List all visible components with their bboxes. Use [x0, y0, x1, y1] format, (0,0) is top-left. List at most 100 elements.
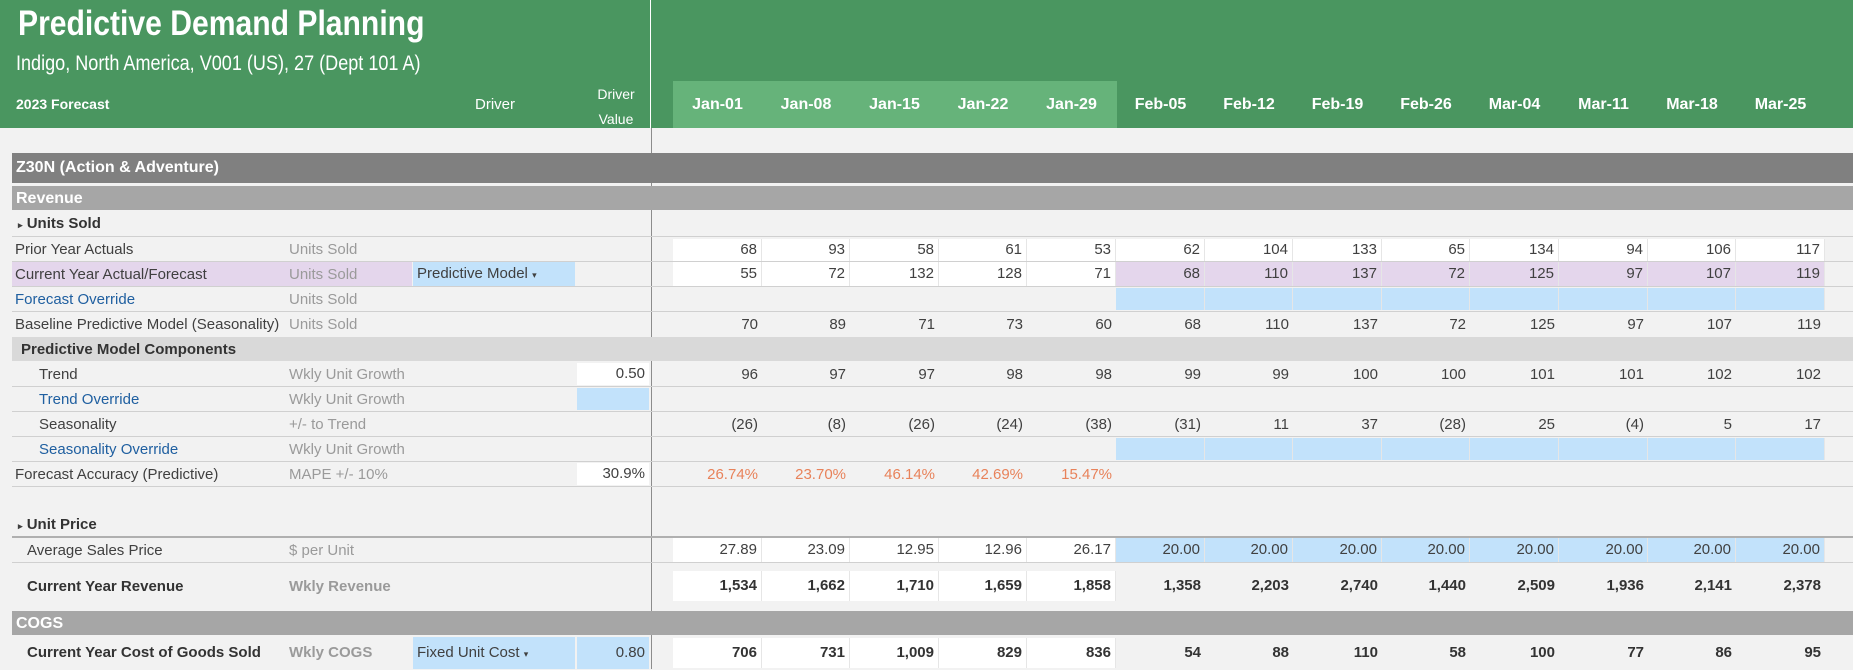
- row-divider: [12, 411, 1853, 412]
- frozen-pane-divider: [651, 128, 652, 669]
- override-input-cell[interactable]: [1293, 288, 1382, 310]
- cogs-driver-dropdown[interactable]: Fixed Unit Cost ▾: [413, 637, 575, 669]
- forecast-method-dropdown[interactable]: Predictive Model ▾: [413, 262, 575, 286]
- value-cell: 97: [829, 366, 846, 383]
- value-cell: 5: [1723, 416, 1732, 433]
- value-cell: [1648, 464, 1736, 486]
- price-input-cell[interactable]: 20.00: [1205, 538, 1293, 562]
- units-sold-label: Units Sold: [26, 215, 101, 232]
- date-header-feb-19: Feb-19: [1311, 96, 1364, 113]
- value-cell: [1116, 464, 1205, 486]
- override-input-cell[interactable]: [1470, 438, 1559, 460]
- override-input-cell[interactable]: [1736, 438, 1825, 460]
- value-cell: [1470, 464, 1559, 486]
- value-cell: 100: [1529, 644, 1555, 661]
- value-cell: 70: [741, 316, 758, 333]
- override-input-cell[interactable]: [1293, 438, 1382, 460]
- value-cell: 106: [1648, 239, 1736, 261]
- override-input-cell[interactable]: [1382, 438, 1470, 460]
- value-cell: 94: [1559, 239, 1648, 261]
- override-input-cell[interactable]: [1648, 288, 1736, 310]
- unit-price-group[interactable]: ▸ Unit Price: [18, 516, 97, 533]
- value-cell: 27.89: [673, 538, 762, 562]
- override-input-cell[interactable]: [1470, 288, 1559, 310]
- value-cell: 119: [1797, 316, 1821, 333]
- price-input-cell[interactable]: 20.00: [1736, 538, 1825, 562]
- value-cell: 99: [1184, 366, 1201, 383]
- value-cell: 11: [1273, 416, 1289, 433]
- price-input-cell[interactable]: 20.00: [1470, 538, 1559, 562]
- value-cell: 73: [1006, 316, 1023, 333]
- value-cell: 102: [1795, 366, 1821, 383]
- value-cell: 1,440: [1428, 577, 1466, 594]
- price-input-cell[interactable]: 20.00: [1382, 538, 1470, 562]
- value-cell: (26): [731, 416, 758, 433]
- value-cell: 132: [850, 262, 939, 286]
- price-input-cell[interactable]: 20.00: [1559, 538, 1648, 562]
- override-input-cell[interactable]: [1205, 438, 1293, 460]
- value-cell: 2,378: [1783, 577, 1821, 594]
- date-header-jan-29: Jan-29: [1046, 96, 1097, 113]
- value-cell: 128: [939, 262, 1027, 286]
- trend-override-input[interactable]: [577, 388, 649, 410]
- value-cell: 42.69%: [972, 466, 1023, 483]
- override-input-cell[interactable]: [1648, 438, 1736, 460]
- value-cell: 102: [1706, 366, 1732, 383]
- value-cell: 107: [1648, 262, 1736, 286]
- value-cell: (24): [996, 416, 1023, 433]
- actuals-period-highlight: [673, 81, 1117, 128]
- row-divider: [12, 386, 1853, 387]
- value-cell: 98: [1006, 366, 1023, 383]
- cogs-section-band: COGS: [12, 611, 1853, 635]
- date-header-mar-25: Mar-25: [1754, 96, 1807, 113]
- value-cell: 71: [1027, 262, 1116, 286]
- prior-year-unit: Units Sold: [289, 241, 358, 258]
- value-cell: 125: [1470, 262, 1559, 286]
- current-year-label-bg: [12, 262, 412, 286]
- cogs-driver-value-input[interactable]: 0.80: [577, 637, 649, 669]
- value-cell: 1,858: [1027, 571, 1116, 601]
- price-input-cell[interactable]: 20.00: [1293, 538, 1382, 562]
- collapse-triangle-icon[interactable]: ▸: [18, 521, 23, 531]
- value-cell: 117: [1736, 239, 1825, 261]
- trend-unit: Wkly Unit Growth: [289, 366, 405, 383]
- override-input-cell[interactable]: [1736, 288, 1825, 310]
- value-cell: 46.14%: [884, 466, 935, 483]
- trend-driver-value-input[interactable]: 0.50: [577, 363, 649, 385]
- forecast-override-label: Forecast Override: [15, 291, 136, 308]
- value-cell: 137: [1293, 262, 1382, 286]
- dropdown-arrow-icon[interactable]: ▾: [523, 649, 529, 659]
- value-cell: 2,740: [1340, 577, 1378, 594]
- collapse-triangle-icon[interactable]: ▸: [18, 220, 23, 230]
- current-year-revenue-unit: Wkly Revenue: [289, 578, 391, 595]
- cogs-unit: Wkly COGS: [289, 644, 373, 661]
- value-cell: (4): [1625, 416, 1644, 433]
- value-cell: 731: [762, 638, 850, 668]
- value-cell: 97: [1627, 316, 1644, 333]
- value-cell: 100: [1352, 366, 1378, 383]
- prior-year-label: Prior Year Actuals: [15, 241, 134, 258]
- override-input-cell[interactable]: [1116, 288, 1205, 310]
- row-divider: [12, 461, 1853, 462]
- date-header-jan-15: Jan-15: [869, 96, 920, 113]
- override-input-cell[interactable]: [1382, 288, 1470, 310]
- unit-price-label: Unit Price: [26, 516, 97, 533]
- override-input-cell[interactable]: [1559, 288, 1648, 310]
- value-cell: [1293, 464, 1382, 486]
- price-input-cell[interactable]: 20.00: [1648, 538, 1736, 562]
- value-cell: 12.96: [939, 538, 1027, 562]
- price-input-cell[interactable]: 20.00: [1116, 538, 1205, 562]
- value-cell: 53: [1027, 239, 1116, 261]
- dropdown-arrow-icon[interactable]: ▾: [532, 270, 537, 280]
- value-cell: 26.17: [1027, 538, 1116, 562]
- override-input-cell[interactable]: [1205, 288, 1293, 310]
- avg-sales-price-unit: $ per Unit: [289, 542, 355, 559]
- trend-label: Trend: [39, 366, 78, 383]
- override-input-cell[interactable]: [1116, 438, 1205, 460]
- value-cell: 98: [1095, 366, 1112, 383]
- row-divider: [12, 261, 1853, 262]
- date-header-mar-18: Mar-18: [1666, 96, 1718, 113]
- units-sold-group[interactable]: ▸ Units Sold: [18, 215, 101, 232]
- row-divider: [12, 436, 1853, 437]
- override-input-cell[interactable]: [1559, 438, 1648, 460]
